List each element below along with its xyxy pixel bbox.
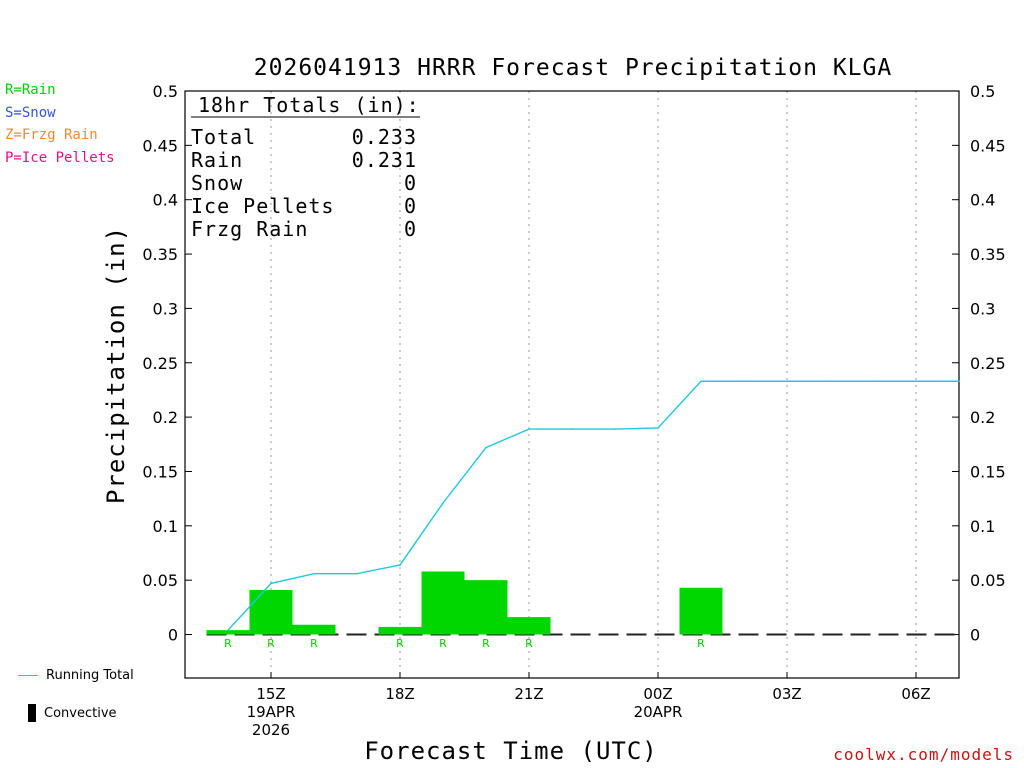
x-tick-label: 18Z	[385, 685, 414, 703]
y-tick-label-right: 0.25	[970, 354, 1006, 373]
convective-swatch-icon	[28, 704, 36, 722]
legend-snow: S=Snow	[5, 105, 56, 121]
legend-running-total: Running Total	[18, 668, 134, 683]
running-total-point	[614, 428, 616, 430]
legend-ice-pellets: P=Ice Pellets	[5, 150, 115, 166]
y-tick-label-left: 0	[168, 626, 178, 645]
y-tick-label-left: 0.25	[142, 354, 178, 373]
precip-bar	[206, 630, 250, 635]
y-tick-label-left: 0.35	[142, 245, 178, 264]
x-axis-title: Forecast Time (UTC)	[364, 737, 658, 765]
totals-row-value: 0.231	[352, 148, 417, 172]
plot-frame	[184, 90, 960, 679]
x-tick-label: 20APR	[634, 703, 683, 721]
running-total-point	[485, 446, 487, 449]
precip-type-label: R	[224, 637, 232, 650]
running-total-point	[743, 380, 745, 383]
y-tick-label-right: 0.5	[970, 82, 995, 101]
totals-row-label: Snow	[191, 171, 243, 195]
legend-running-total-label: Running Total	[46, 668, 134, 683]
x-tick-label: 19APR	[247, 703, 296, 721]
running-total-point	[786, 380, 788, 383]
precip-type-label: R	[697, 637, 705, 650]
running-total-swatch-icon	[18, 675, 38, 676]
y-tick-label-left: 0.1	[153, 517, 178, 536]
precip-bar	[292, 624, 336, 635]
site-credit[interactable]: coolwx.com/models	[833, 745, 1014, 764]
y-tick-label-right: 0.4	[970, 191, 995, 210]
y-tick-label-right: 0.2	[970, 408, 995, 427]
totals-row-value: 0.233	[352, 125, 417, 149]
totals-box: 18hr Totals (in): Total 0.233 Rain 0.231 Snow…	[191, 93, 420, 241]
y-tick-label-left: 0.15	[142, 462, 178, 481]
x-tick-label: 06Z	[901, 685, 930, 703]
running-total-point	[571, 428, 573, 430]
y-tick-label-right: 0.1	[970, 517, 995, 536]
running-total-point	[227, 629, 229, 631]
precip-type-label: R	[525, 637, 533, 650]
y-tick-label-right: 0.15	[970, 462, 1006, 481]
y-axis-title: Precipitation (in)	[102, 226, 130, 504]
y-tick-label-right: 0	[970, 626, 980, 645]
totals-heading: 18hr Totals (in):	[198, 93, 420, 117]
totals-row-label: Ice Pellets	[191, 194, 334, 218]
running-total-point	[442, 502, 444, 504]
precip-type-label: R	[267, 637, 275, 650]
running-total-point	[399, 564, 401, 566]
legend-convective: Convective	[28, 704, 117, 722]
legend-freezing-rain: Z=Frzg Rain	[5, 127, 98, 143]
running-total-line	[227, 380, 959, 631]
running-total-point	[700, 380, 702, 383]
precip-type-label: R	[482, 637, 490, 650]
y-tick-label-right: 0.3	[970, 299, 995, 318]
y-tick-label-right: 0.05	[970, 571, 1006, 590]
y-tick-label-left: 0.05	[142, 571, 178, 590]
legend-rain: R=Rain	[5, 82, 56, 98]
y-tick-label-left: 0.4	[153, 191, 178, 210]
running-total-series	[227, 380, 960, 631]
totals-row-value: 0	[404, 217, 417, 241]
precip-bar	[464, 580, 508, 635]
precip-type-label: R	[396, 637, 404, 650]
y-tick-label-left: 0.2	[153, 408, 178, 427]
precip-bar	[421, 571, 465, 635]
totals-row-label: Total	[191, 125, 256, 149]
running-total-point	[958, 380, 960, 383]
precip-bar	[378, 626, 422, 635]
y-tick-label-right: 0.35	[970, 245, 1006, 264]
running-total-point	[872, 380, 874, 383]
running-total-point	[829, 380, 831, 383]
y-tick-label-left: 0.5	[153, 82, 178, 101]
precip-bar	[679, 587, 723, 635]
x-tick-label: 15Z	[256, 685, 285, 703]
x-tick-label: 03Z	[772, 685, 801, 703]
running-total-point	[313, 572, 315, 575]
y-tick-label-left: 0.3	[153, 299, 178, 318]
y-tick-label-left: 0.45	[142, 136, 178, 155]
chart-title: 2026041913 HRRR Forecast Precipitation K…	[254, 55, 892, 81]
totals-row-value: 0	[404, 171, 417, 195]
running-total-point	[915, 380, 917, 383]
totals-row-label: Rain	[191, 148, 243, 172]
y-tick-label-right: 0.45	[970, 136, 1006, 155]
precip-type-label: R	[439, 637, 447, 650]
running-total-point	[356, 572, 358, 575]
precip-type-label: R	[310, 637, 318, 650]
x-tick-label: 00Z	[643, 685, 672, 703]
x-tick-label: 2026	[252, 721, 290, 739]
running-total-point	[270, 582, 272, 585]
x-tick-label: 21Z	[514, 685, 543, 703]
legend-convective-label: Convective	[44, 705, 117, 721]
vertical-grid	[270, 91, 917, 678]
running-total-point	[528, 428, 530, 430]
precip-bar	[507, 617, 551, 635]
totals-row-value: 0	[404, 194, 417, 218]
running-total-point	[657, 427, 659, 429]
precip-bar	[249, 589, 293, 635]
totals-row-label: Frzg Rain	[191, 217, 308, 241]
